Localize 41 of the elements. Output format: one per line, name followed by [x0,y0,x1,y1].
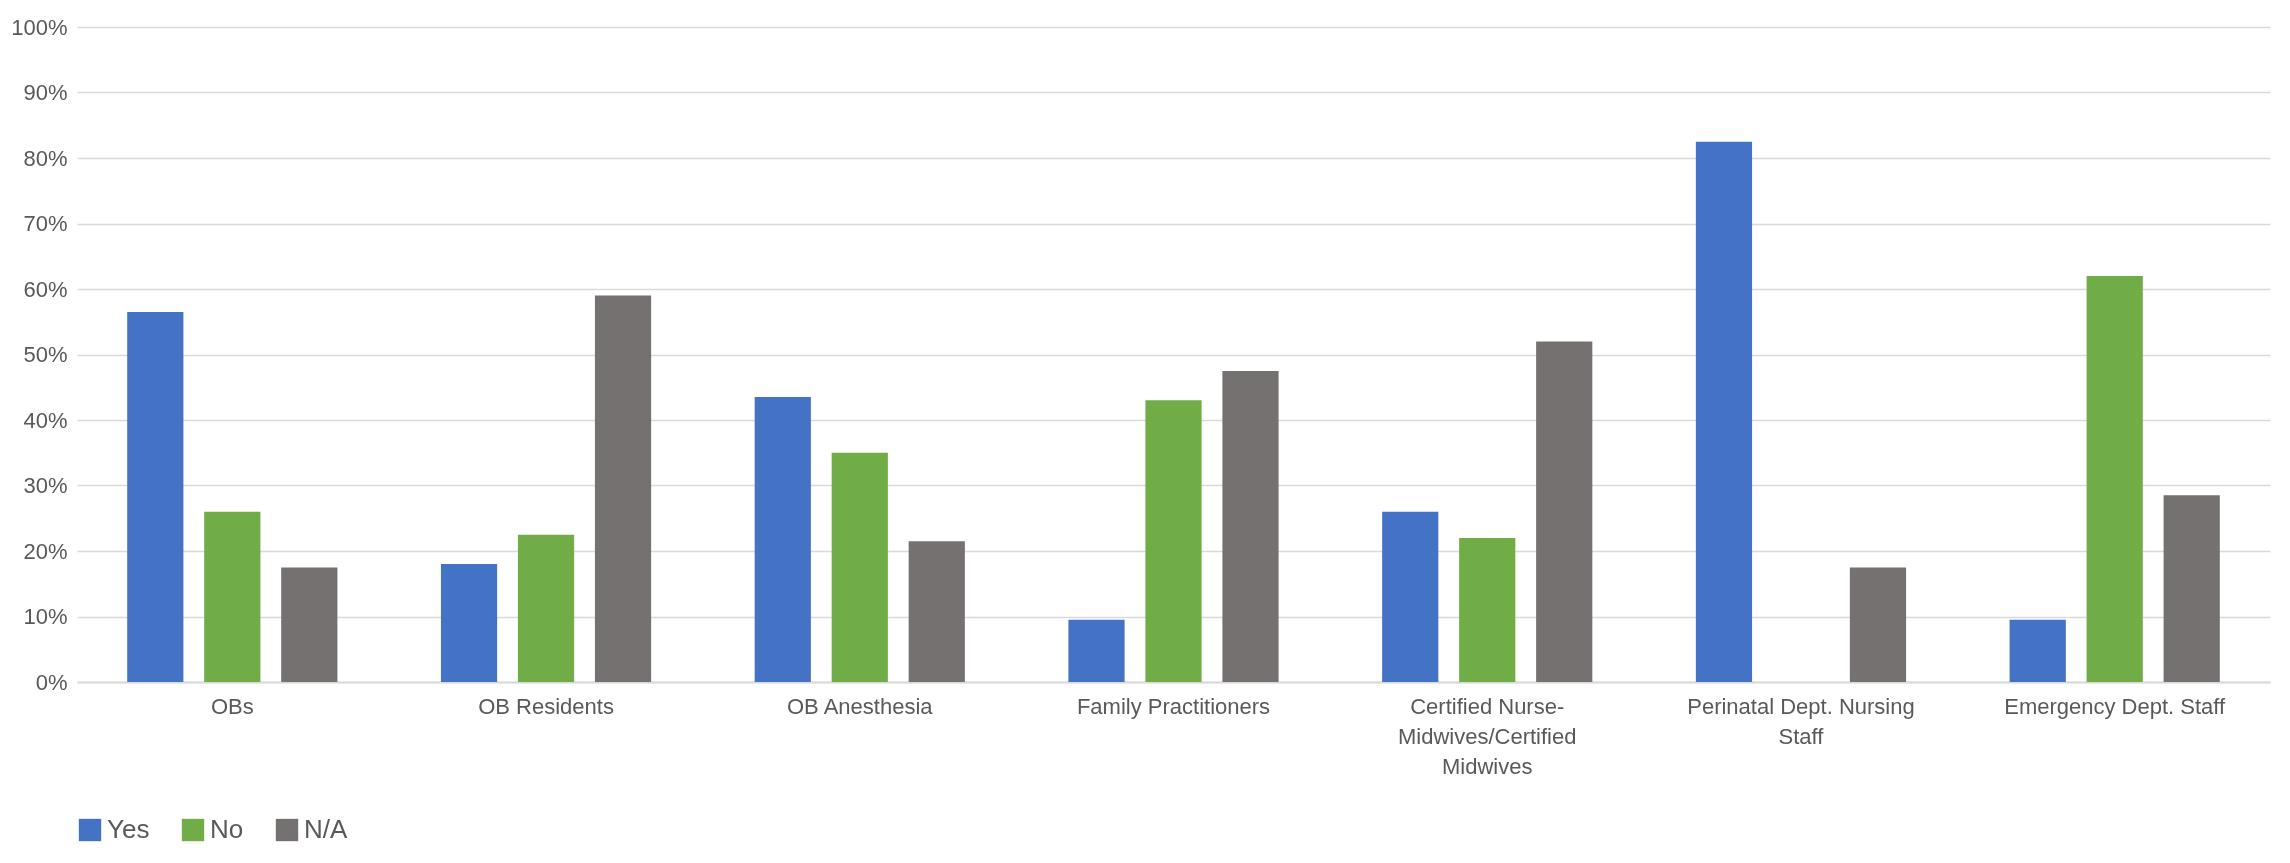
bar [1068,619,1125,682]
bar [594,295,652,682]
x-tick-label: Emergency Dept. Staff [2004,693,2227,719]
legend-label: Yes [107,814,150,844]
bar [2009,619,2066,682]
y-tick-label: 90% [23,80,68,105]
legend-label: No [210,814,244,844]
bar [440,564,498,682]
y-tick-label: 20% [23,538,68,564]
y-tick-label: 100% [11,14,68,40]
legend-label: N/A [304,814,348,844]
y-tick-label: 80% [23,145,68,171]
y-tick-label: 40% [23,407,68,433]
y-tick-label: 50% [23,342,68,367]
bar [281,567,338,682]
bar [1222,370,1279,682]
y-tick-label: 10% [23,604,68,629]
x-tick-label: OB Anesthesia [786,693,934,719]
bar [2086,275,2143,682]
bar [127,311,184,682]
x-tick-label: OBs [210,693,254,719]
bar [1536,341,1593,682]
y-tick-label: 0% [35,669,68,695]
bar [754,397,811,682]
bar [1849,567,1907,682]
bar [1145,400,1202,682]
x-tick-label: Perinatal Dept. Nursing Staff [1687,693,1915,749]
y-tick-label: 30% [23,473,68,498]
bar [1695,141,1753,682]
x-tick-label: Certified Nurse-Midwives/Certified Midwives [1397,693,1577,779]
y-tick-label: 70% [23,211,68,236]
bar [2163,495,2220,682]
bar [204,511,261,682]
x-tick-label: Family Practitioners [1076,693,1271,719]
bar [517,534,575,682]
bar [1382,511,1439,682]
bar [908,541,965,682]
bar [831,452,888,682]
y-tick-label: 60% [23,276,68,302]
bar [1459,537,1516,682]
x-tick-label: OB Residents [478,693,614,719]
